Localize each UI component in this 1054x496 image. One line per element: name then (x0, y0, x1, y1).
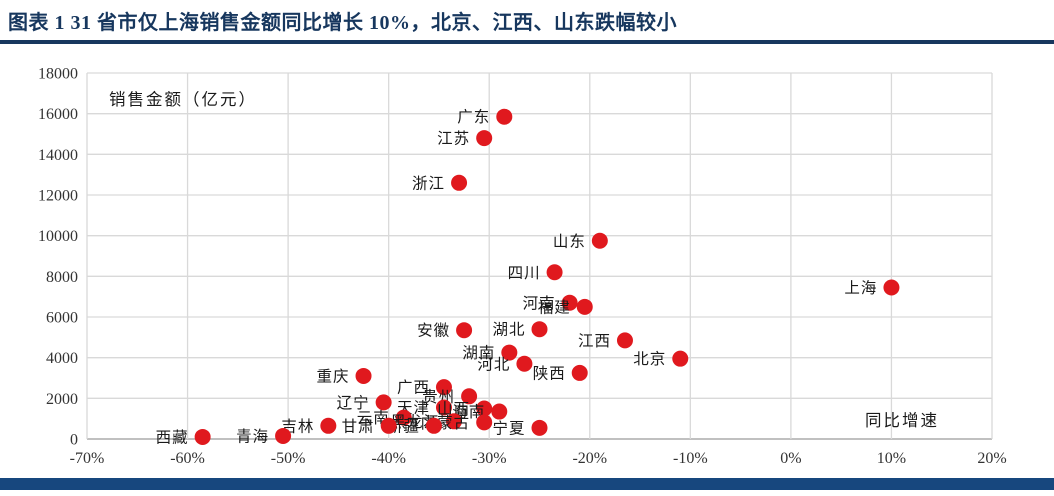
point-label-湖北: 湖北 (492, 321, 525, 339)
point-label-安徽: 安徽 (417, 322, 450, 340)
footer-bar (0, 478, 1054, 490)
point-label-江苏: 江苏 (437, 130, 470, 148)
x-tick-label: 20% (977, 450, 1006, 467)
data-point-吉林 (320, 417, 337, 434)
data-point-陕西 (571, 364, 588, 381)
data-point-江西 (616, 332, 633, 349)
figure-title: 图表 1 31 省市仅上海销售金额同比增长 10%，北京、江西、山东跌幅较小 (8, 12, 677, 34)
data-point-甘肃 (380, 417, 397, 434)
data-point-广东 (496, 108, 513, 125)
x-tick-label: -30% (472, 450, 507, 467)
data-point-广西 (435, 379, 452, 396)
y-tick-label: 6000 (46, 310, 78, 327)
data-point-山东 (591, 232, 608, 249)
title-underline (0, 40, 1054, 44)
data-point-浙江 (451, 174, 468, 191)
scatter-chart: 0 2000 4000 6000 8000 10000 12000 14000 16000 180… (38, 66, 1007, 468)
data-point-四川 (546, 264, 563, 281)
data-point-青海 (275, 427, 292, 444)
data-point-山西 (476, 400, 493, 417)
data-point-福建 (576, 298, 593, 315)
point-label-山东: 山东 (553, 232, 586, 250)
point-label-辽宁: 辽宁 (337, 394, 370, 412)
point-label-浙江: 浙江 (412, 174, 445, 192)
point-label-上海: 上海 (844, 279, 877, 297)
x-tick-label: -60% (170, 450, 205, 467)
point-label-广西: 广西 (397, 379, 430, 397)
x-tick-label: 0% (780, 450, 801, 467)
point-label-甘肃: 甘肃 (342, 417, 375, 435)
point-label-湖南: 湖南 (462, 344, 495, 362)
data-point-天津 (435, 399, 452, 416)
x-tick-label: 10% (877, 450, 906, 467)
y-axis-title: 销售金额（亿元） (109, 90, 257, 109)
point-label-河南: 河南 (523, 294, 556, 312)
data-point-江苏 (476, 130, 493, 147)
data-point-西藏 (194, 428, 211, 445)
point-label-云南: 云南 (357, 409, 390, 427)
x-tick-label: -50% (271, 450, 306, 467)
point-label-四川: 四川 (508, 265, 541, 282)
x-axis-title: 同比增速 (865, 411, 939, 430)
data-point-宁夏 (531, 419, 548, 436)
x-tick-label: -40% (371, 450, 406, 467)
y-tick-label: 0 (70, 432, 78, 449)
y-tick-label: 12000 (38, 188, 78, 205)
data-point-云南 (395, 409, 412, 426)
point-label-西藏: 西藏 (156, 428, 189, 446)
point-label-山西: 山西 (437, 400, 470, 418)
point-label-江西: 江西 (578, 332, 611, 350)
data-point-重庆 (355, 367, 372, 384)
x-tick-label: -10% (673, 450, 708, 467)
x-tick-label: -70% (70, 450, 105, 467)
point-label-广东: 广东 (457, 108, 490, 126)
data-point-上海 (883, 279, 900, 296)
point-label-宁夏: 宁夏 (492, 419, 525, 437)
point-label-重庆: 重庆 (317, 367, 350, 385)
data-point-湖南 (501, 344, 518, 361)
data-point-河北 (516, 355, 533, 372)
data-point-辽宁 (375, 394, 392, 411)
data-point-河南 (561, 294, 578, 311)
y-tick-label: 10000 (38, 228, 78, 245)
data-point-安徽 (456, 322, 473, 339)
y-tick-label: 16000 (38, 106, 78, 123)
point-label-吉林: 吉林 (281, 417, 314, 435)
data-point-湖北 (531, 321, 548, 338)
point-label-河北: 河北 (477, 355, 510, 373)
point-label-北京: 北京 (633, 350, 666, 368)
data-point-新疆 (425, 417, 442, 434)
data-point-贵州 (461, 388, 478, 405)
data-point-黑龙江 (446, 413, 463, 430)
point-label-陕西: 陕西 (533, 364, 566, 382)
point-label-福建: 福建 (538, 298, 571, 316)
y-tick-label: 4000 (46, 350, 78, 367)
data-point-海南 (491, 403, 508, 420)
data-point-内蒙古 (476, 414, 493, 431)
data-point-北京 (672, 350, 689, 367)
y-tick-label: 14000 (38, 147, 78, 164)
point-label-青海: 青海 (236, 427, 269, 445)
y-tick-label: 8000 (46, 269, 78, 286)
y-tick-label: 2000 (46, 391, 78, 408)
y-tick-label: 18000 (38, 66, 78, 83)
x-tick-label: -20% (572, 450, 607, 467)
